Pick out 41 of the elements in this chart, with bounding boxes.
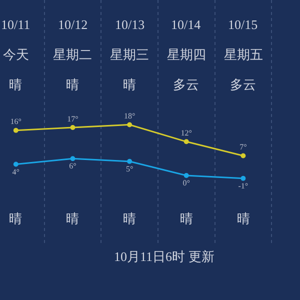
x-tick-label: 10/12 [58, 17, 88, 32]
data-label: -1° [238, 181, 248, 190]
x-tick-label: 10/13 [115, 17, 145, 32]
point [127, 122, 132, 128]
point [240, 153, 246, 158]
x-tick-label: 10/15 [228, 17, 258, 32]
data-label: 17° [67, 114, 78, 124]
data-label: 18° [124, 112, 136, 121]
text: 星期三 [110, 47, 149, 62]
text: 多云 [230, 77, 256, 92]
text: 星期二 [53, 47, 92, 62]
text: 晴 [66, 211, 79, 226]
text: 星期四 [167, 47, 206, 62]
data-label: 16° [10, 117, 22, 126]
point [13, 128, 18, 133]
point [13, 162, 18, 167]
text: 晴 [123, 211, 136, 226]
x-tick-label: 10/14 [171, 17, 202, 32]
point [184, 173, 189, 178]
data-label: 6° [69, 162, 76, 171]
point [127, 158, 132, 164]
text: 晴 [9, 77, 22, 92]
text: 晴 [180, 211, 193, 226]
point [240, 176, 246, 181]
text: 晴 [237, 211, 250, 226]
text: 晴 [9, 211, 22, 226]
text: 10月11日6时 更新 [114, 249, 214, 264]
text: 晴 [66, 77, 79, 92]
data-label: 5° [126, 164, 134, 174]
data-label: 0° [182, 178, 190, 188]
point [70, 125, 76, 130]
point [184, 139, 189, 144]
text: 星期五 [224, 47, 263, 62]
data-label: 4° [12, 167, 20, 176]
text: 今天 [3, 47, 29, 62]
x-tick-label: 10/11 [1, 17, 30, 32]
data-label: 7° [240, 142, 247, 152]
text: 晴 [123, 77, 136, 92]
point [70, 156, 76, 162]
text: 多云 [173, 77, 199, 92]
data-label: 12° [180, 128, 192, 138]
